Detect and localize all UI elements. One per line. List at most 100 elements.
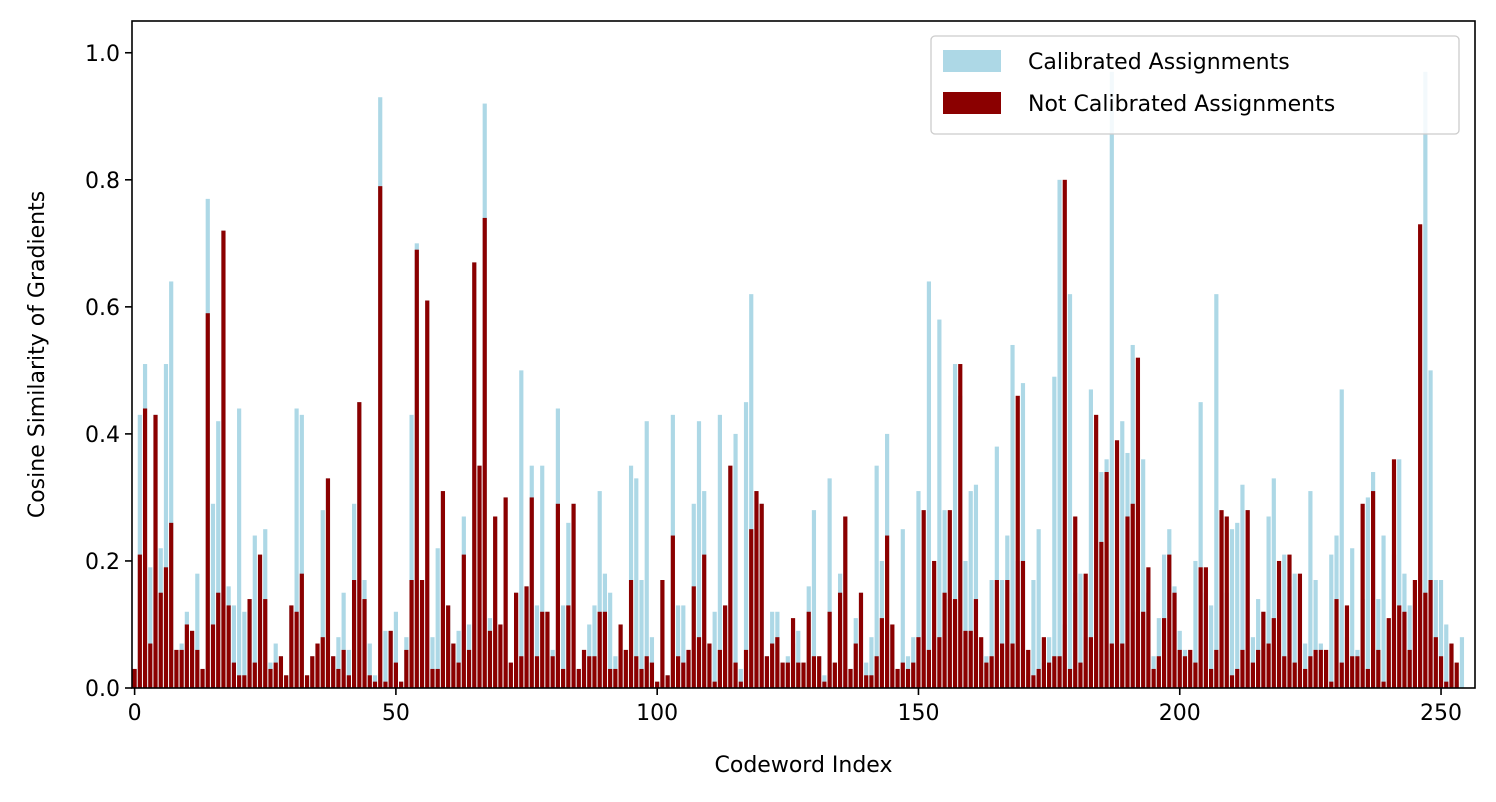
bar-not-calibrated-5 <box>158 592 163 688</box>
bar-not-calibrated-71 <box>503 497 508 688</box>
bar-not-calibrated-89 <box>597 611 602 688</box>
bar-not-calibrated-64 <box>466 649 472 688</box>
bar-calibrated-196 <box>1156 618 1161 688</box>
bar-not-calibrated-70 <box>498 624 503 688</box>
x-tick-label: 250 <box>1420 701 1462 726</box>
bar-not-calibrated-124 <box>780 662 785 688</box>
bar-not-calibrated-78 <box>540 611 545 688</box>
bar-not-calibrated-251 <box>1444 681 1449 688</box>
bar-not-calibrated-246 <box>1418 224 1423 688</box>
bar-calibrated-179 <box>1067 294 1073 688</box>
bar-not-calibrated-173 <box>1036 668 1041 688</box>
bar-calibrated-16 <box>216 421 221 688</box>
bar-not-calibrated-177 <box>1057 656 1062 688</box>
bar-calibrated-249 <box>1433 580 1438 688</box>
bar-not-calibrated-151 <box>921 510 926 688</box>
bar-not-calibrated-206 <box>1209 668 1214 688</box>
bar-not-calibrated-247 <box>1423 592 1428 688</box>
bar-not-calibrated-230 <box>1334 599 1339 688</box>
y-axis-title: Cosine Similarity of Gradients <box>25 191 50 518</box>
bar-not-calibrated-55 <box>419 580 425 688</box>
bar-not-calibrated-14 <box>205 313 210 688</box>
bar-not-calibrated-37 <box>325 478 331 688</box>
x-tick-label: 50 <box>382 701 410 726</box>
bar-not-calibrated-44 <box>362 599 367 688</box>
bar-calibrated-74 <box>519 370 524 688</box>
bar-not-calibrated-63 <box>461 554 466 688</box>
bar-calibrated-6 <box>163 364 169 688</box>
bar-not-calibrated-194 <box>1146 567 1151 688</box>
y-tick-label: 1.0 <box>85 42 120 67</box>
bar-not-calibrated-243 <box>1402 611 1407 688</box>
bar-not-calibrated-107 <box>691 586 696 688</box>
bar-calibrated-175 <box>1047 637 1052 688</box>
bar-calibrated-21 <box>242 611 247 688</box>
bar-calibrated-159 <box>963 560 968 688</box>
bar-not-calibrated-93 <box>618 624 623 688</box>
legend: Calibrated Assignments Not Calibrated As… <box>930 35 1460 135</box>
bar-not-calibrated-144 <box>885 535 890 688</box>
bar-not-calibrated-171 <box>1026 649 1031 688</box>
bar-not-calibrated-38 <box>331 656 336 688</box>
bar-not-calibrated-180 <box>1073 516 1078 688</box>
bar-calibrated-150 <box>916 491 921 688</box>
bar-not-calibrated-4 <box>153 414 158 688</box>
bar-calibrated-222 <box>1292 573 1297 688</box>
bar-not-calibrated-96 <box>634 656 639 688</box>
bar-not-calibrated-152 <box>926 649 932 688</box>
bar-not-calibrated-242 <box>1397 605 1402 688</box>
bar-calibrated-217 <box>1266 516 1271 688</box>
bar-calibrated-78 <box>540 465 545 688</box>
bar-not-calibrated-176 <box>1052 656 1057 688</box>
x-tick-label: 150 <box>897 701 939 726</box>
legend-swatch-calibrated <box>943 50 1001 72</box>
bar-not-calibrated-127 <box>796 662 801 688</box>
bar-not-calibrated-146 <box>895 668 900 688</box>
bar-not-calibrated-250 <box>1438 656 1444 688</box>
bar-calibrated-58 <box>435 548 440 688</box>
bar-calibrated-176 <box>1052 376 1057 688</box>
bar-not-calibrated-7 <box>169 522 174 688</box>
bar-not-calibrated-214 <box>1250 662 1255 688</box>
bar-not-calibrated-88 <box>592 656 597 688</box>
bar-calibrated-160 <box>968 491 973 688</box>
bar-not-calibrated-82 <box>561 668 566 688</box>
bar-not-calibrated-112 <box>717 649 722 688</box>
bar-calibrated-172 <box>1031 580 1036 688</box>
bar-not-calibrated-51 <box>399 681 404 688</box>
bar-not-calibrated-215 <box>1256 649 1261 688</box>
bar-calibrated-108 <box>696 421 702 688</box>
bar-not-calibrated-108 <box>696 637 702 688</box>
bar-not-calibrated-160 <box>968 630 973 688</box>
bar-calibrated-96 <box>634 478 639 688</box>
bar-not-calibrated-72 <box>508 662 513 688</box>
bar-calibrated-152 <box>926 281 932 688</box>
bar-not-calibrated-81 <box>555 503 560 688</box>
bar-calibrated-15 <box>210 503 216 688</box>
bar-not-calibrated-113 <box>723 605 728 688</box>
bar-not-calibrated-226 <box>1313 649 1318 688</box>
bar-not-calibrated-203 <box>1193 662 1198 688</box>
bar-calibrated-233 <box>1350 548 1355 688</box>
bar-calibrated-215 <box>1256 599 1261 688</box>
bar-not-calibrated-104 <box>675 656 681 688</box>
bar-not-calibrated-207 <box>1214 649 1219 688</box>
bar-not-calibrated-25 <box>263 599 268 688</box>
bar-not-calibrated-67 <box>482 217 487 689</box>
bar-not-calibrated-41 <box>346 675 351 688</box>
bar-not-calibrated-163 <box>984 662 989 688</box>
bar-calibrated-111 <box>712 611 717 688</box>
bar-not-calibrated-211 <box>1235 668 1240 688</box>
bar-not-calibrated-128 <box>801 662 806 688</box>
bar-not-calibrated-204 <box>1198 567 1203 688</box>
bar-calibrated-104 <box>675 605 681 688</box>
bar-calibrated-173 <box>1036 529 1041 688</box>
bar-not-calibrated-95 <box>628 580 634 688</box>
bar-not-calibrated-18 <box>226 605 231 688</box>
y-axis-ticks: 0.0 0.2 0.4 0.6 0.8 1.0 <box>85 42 132 702</box>
bar-not-calibrated-157 <box>952 599 958 688</box>
bar-not-calibrated-172 <box>1031 675 1036 688</box>
bar-calibrated-98 <box>644 421 649 688</box>
bar-not-calibrated-50 <box>393 662 398 688</box>
